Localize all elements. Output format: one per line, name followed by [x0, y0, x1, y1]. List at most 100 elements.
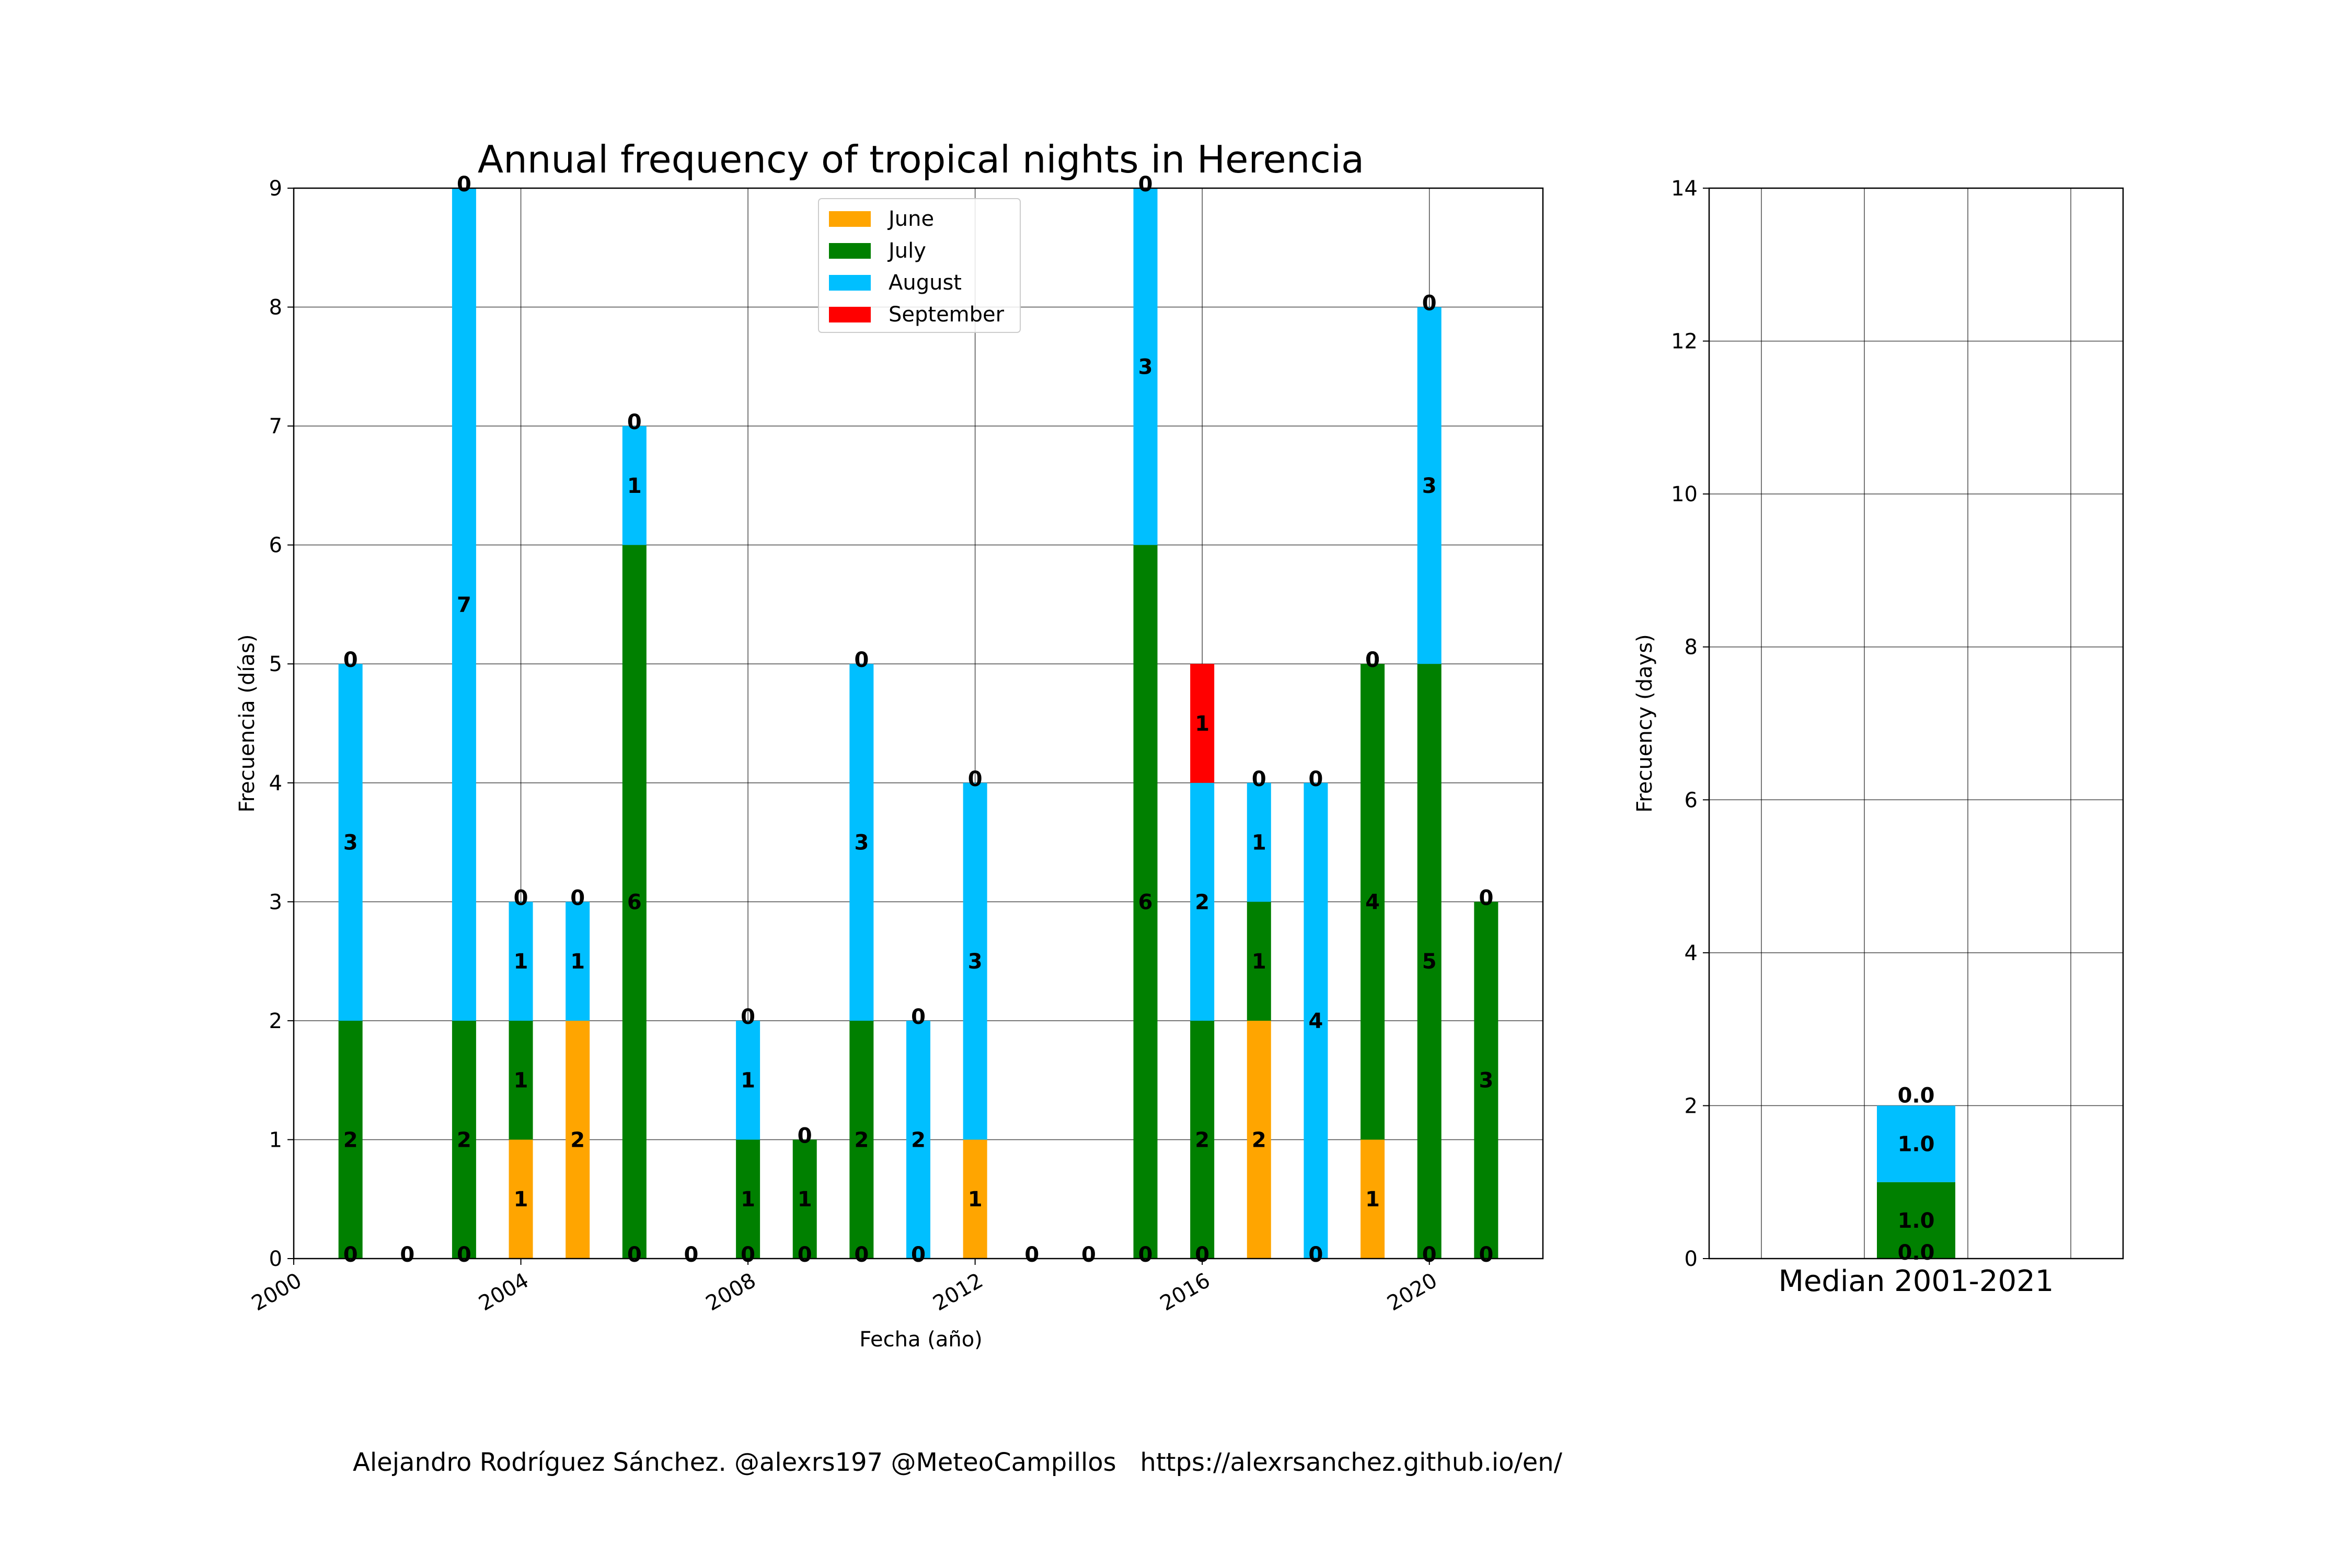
bar-july-2016 — [1190, 1020, 1215, 1259]
bar-value-label: 2 — [911, 1128, 926, 1152]
y-tick-label: 4 — [269, 771, 282, 795]
bar-value-label: 3 — [343, 831, 358, 855]
bar-value-label: 0 — [968, 767, 983, 791]
bar-july-2001 — [338, 1020, 363, 1259]
y-axis-label: Frecuencia (días) — [235, 635, 259, 813]
bar-value-label: 0 — [798, 1124, 812, 1148]
legend-label-august: August — [889, 271, 962, 295]
bar-value-label: 2 — [854, 1128, 869, 1152]
y-tick-label: 7 — [269, 414, 282, 439]
bar-value-label: 0 — [457, 172, 471, 197]
legend: June July August September — [818, 198, 1021, 333]
median-value-label: 1.0 — [1898, 1209, 1935, 1233]
x-axis-label: Fecha (año) — [859, 1328, 983, 1352]
legend-swatch-september — [829, 307, 871, 322]
y-tick-label: 9 — [269, 177, 282, 201]
median-plot-frame — [1708, 187, 2124, 1260]
median-y-axis-label: Frecuency (days) — [1633, 634, 1657, 813]
bar-value-label: 0 — [627, 410, 642, 434]
bar-value-label: 3 — [1422, 474, 1437, 498]
legend-box — [818, 198, 1021, 333]
bar-value-label: 0 — [1365, 648, 1380, 672]
y-tick-label: 0 — [269, 1247, 282, 1271]
bar-value-label: 4 — [1309, 1009, 1323, 1033]
median-chart: 0.0 1.0 1.0 0.0 0 2 4 6 8 10 12 14 Median 2001-2021 F… — [1633, 177, 2124, 1298]
bar-value-label: 0 — [798, 1243, 812, 1267]
bar-value-label: 5 — [1422, 950, 1437, 974]
bar-value-label: 0 — [1309, 1243, 1323, 1267]
legend-label-july: July — [887, 239, 926, 263]
bar-value-label: 0 — [1024, 1243, 1039, 1267]
bar-value-label: 0 — [1422, 292, 1437, 316]
bar-value-label: 0 — [1479, 886, 1493, 910]
median-bar-august — [1877, 1105, 1955, 1182]
bar-july-2015 — [1133, 545, 1158, 1259]
bar-value-label: 0 — [798, 1124, 812, 1148]
bar-july-2003 — [452, 1020, 476, 1259]
y-tick-label: 1 — [269, 1128, 282, 1152]
bar-value-label: 0 — [1081, 1243, 1096, 1267]
bar-july-2010 — [849, 1020, 874, 1259]
median-bar-july — [1877, 1182, 1955, 1259]
bar-value-label: 1 — [798, 1187, 812, 1212]
bar-value-label: 0 — [911, 1005, 926, 1029]
bar-value-label: 2 — [1195, 1128, 1209, 1152]
bar-value-label: 2 — [570, 1128, 585, 1152]
bar-august-2005 — [566, 902, 590, 1021]
bar-value-label: 0 — [1138, 1243, 1153, 1267]
bar-july-2019 — [1361, 664, 1385, 1140]
median-value-label: 0.0 — [1898, 1241, 1935, 1265]
bar-value-label: 0 — [1252, 767, 1266, 791]
y-tick-label: 5 — [269, 652, 282, 676]
bar-value-label: 0 — [400, 1243, 414, 1267]
bar-value-label: 3 — [968, 950, 983, 974]
bar-june-2012 — [963, 1139, 987, 1259]
y-tick-label: 6 — [269, 534, 282, 558]
bar-value-label: 0 — [854, 648, 869, 672]
y-tick-label: 2 — [269, 1009, 282, 1033]
y-tick-label: 0 — [1685, 1247, 1698, 1271]
bar-value-label: 0 — [457, 1243, 471, 1267]
legend-swatch-august — [829, 275, 871, 291]
legend-label-september: September — [889, 303, 1005, 327]
plot-frame — [293, 187, 1544, 1260]
bar-july-2008 — [736, 1139, 760, 1259]
y-tick-label: 10 — [1671, 482, 1698, 506]
chart-title: Annual frequency of tropical nights in H… — [478, 137, 1364, 181]
median-value-label: 0.0 — [1898, 1083, 1935, 1108]
bar-august-2001 — [338, 664, 363, 1021]
y-tick-label: 14 — [1671, 177, 1698, 201]
bar-august-2017 — [1247, 782, 1271, 902]
bar-value-label: 1 — [570, 950, 585, 974]
y-tick-label: 6 — [1685, 788, 1698, 812]
bar-value-label: 0 — [627, 1243, 642, 1267]
bar-value-label: 1 — [968, 1187, 983, 1212]
bar-value-label: 0 — [343, 648, 358, 672]
bar-june-2005 — [566, 1020, 590, 1259]
bar-august-2016 — [1190, 782, 1215, 1021]
bar-august-2010 — [849, 664, 874, 1021]
bar-value-label: 1 — [627, 474, 642, 498]
bar-value-label: 0 — [1309, 1243, 1323, 1267]
bar-value-label: 3 — [1479, 1069, 1493, 1093]
bar-value-label: 0 — [741, 1005, 755, 1029]
bar-july-2017 — [1247, 902, 1271, 1021]
bar-july-2020 — [1417, 664, 1442, 1259]
bar-value-label: 0 — [911, 1243, 926, 1267]
bar-august-2018 — [1304, 782, 1328, 1259]
bar-value-label: 1 — [741, 1069, 755, 1093]
bar-value-label: 0 — [570, 886, 585, 910]
bar-value-label: 1 — [1252, 950, 1266, 974]
bar-value-label: 1 — [1365, 1187, 1380, 1212]
bar-value-label: 2 — [343, 1128, 358, 1152]
bar-june-2019 — [1361, 1139, 1385, 1259]
bar-august-2015 — [1133, 188, 1158, 545]
bar-value-label: 1 — [1252, 831, 1266, 855]
bar-value-label: 2 — [457, 1128, 471, 1152]
bar-july-2021 — [1474, 902, 1498, 1259]
y-tick-label: 8 — [1685, 636, 1698, 660]
bar-value-label: 1 — [1195, 712, 1209, 736]
bar-value-label: 0 — [1365, 648, 1380, 672]
bar-july-2009 — [792, 1139, 817, 1259]
